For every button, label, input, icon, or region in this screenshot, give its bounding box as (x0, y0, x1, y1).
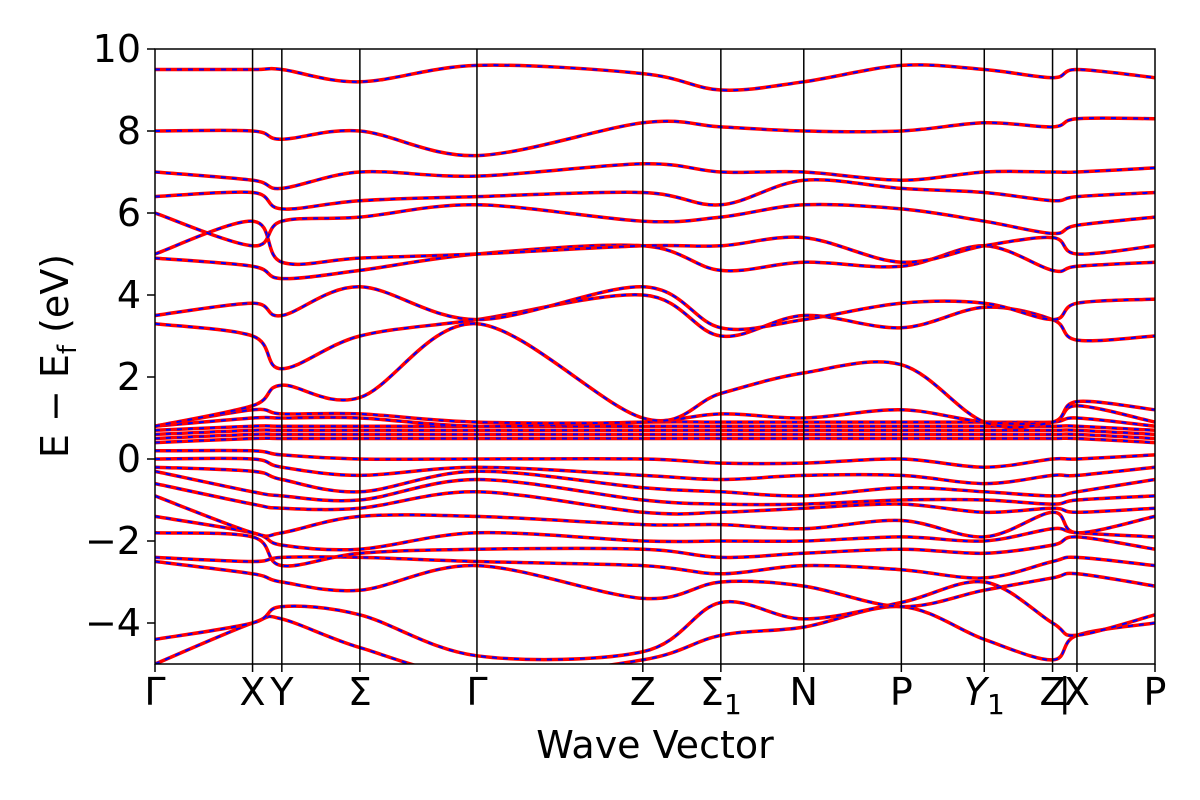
x-tick-label: Σ (348, 670, 372, 714)
y-tick-label: 0 (117, 437, 141, 481)
plot-frame (154, 48, 1156, 665)
y-axis-title: E − Ef (eV) (33, 254, 83, 458)
y-tick-label: −2 (85, 519, 141, 563)
band-line-dashed (155, 457, 1155, 485)
band-line-dashed (155, 449, 1155, 469)
x-tick-label: P (1144, 670, 1167, 714)
y-tick-label: 2 (117, 355, 141, 399)
band-line-dashed (155, 531, 1155, 567)
y-tick-label: 10 (93, 27, 141, 71)
bands-layer (155, 63, 1155, 664)
high-symmetry-lines (251, 49, 1078, 664)
band-line-dashed (155, 162, 1155, 190)
band-line-dashed (155, 117, 1155, 157)
x-tick-label: Y1 (964, 670, 1005, 721)
x-tick-label: X (1064, 670, 1090, 714)
y-axis-title-unit: (eV) (33, 254, 77, 345)
band-line-solid (155, 424, 1155, 433)
band-line-solid (155, 428, 1155, 437)
band-line-dashed (155, 515, 1155, 551)
x-axis-title: Wave Vector (536, 723, 774, 767)
y-axis-title-sub: f (53, 344, 83, 354)
x-tick-label: N (790, 670, 818, 714)
y-tick-label: 8 (117, 109, 141, 153)
band-line-solid (155, 63, 1155, 92)
x-tick-label: X (240, 670, 266, 714)
band-line-dashed (155, 555, 1155, 580)
band-line-dashed (155, 244, 1155, 280)
band-line-solid (155, 432, 1155, 441)
path-break-label: | (1058, 670, 1071, 715)
x-tick-label: Z (630, 670, 656, 714)
y-tick-label: 6 (117, 191, 141, 235)
y-tick-label: 4 (117, 273, 141, 317)
x-axis-ticks: Γ X Y Σ Γ Z Σ1 N P Y1 ZX P| (144, 664, 1166, 721)
y-tick-label: −4 (85, 601, 141, 645)
band-line-dashed (155, 293, 1155, 370)
band-line-solid (155, 604, 1155, 664)
y-axis-ticks: 10 8 6 4 2 0 −2 −4 (85, 27, 155, 645)
x-tick-label: Y (269, 670, 294, 714)
band-line-dashed (155, 466, 1155, 497)
x-tick-label: Γ (466, 670, 487, 714)
band-line-solid (155, 436, 1155, 445)
band-line-dashed (155, 322, 1155, 429)
band-line-dashed (155, 285, 1155, 331)
band-line-dashed (155, 482, 1155, 515)
y-axis-title-main: E − E (33, 354, 77, 458)
x-tick-label: Σ1 (700, 670, 742, 721)
band-line-solid (155, 579, 1155, 662)
band-line-dashed (155, 470, 1155, 506)
band-line-dashed (155, 560, 1155, 608)
x-tick-label: P (890, 670, 913, 714)
x-tick-label: Z (1040, 670, 1066, 714)
band-line-dashed (155, 178, 1155, 211)
x-tick-label: Γ (144, 670, 165, 714)
